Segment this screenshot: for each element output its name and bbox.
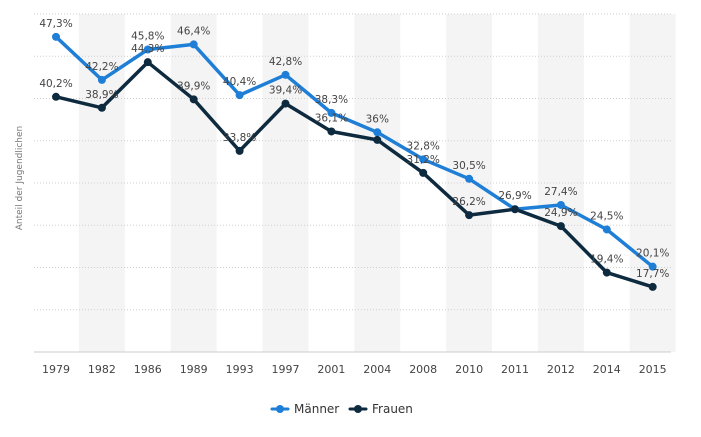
- legend-item-frauen[interactable]: Frauen: [348, 402, 413, 416]
- legend: Männer Frauen: [270, 402, 413, 416]
- x-tick-label: 1982: [88, 363, 116, 376]
- data-label-maenner: 20,1%: [636, 248, 669, 260]
- data-label-frauen: 44,3%: [131, 43, 164, 55]
- data-point-frauen: [97, 103, 106, 112]
- data-label-maenner: 40,4%: [223, 76, 256, 88]
- series-line-frauen: [54, 60, 655, 289]
- data-point-frauen: [281, 99, 290, 108]
- y-axis-label: Anteil der Jugendlichen: [15, 126, 25, 231]
- x-tick-label: 1993: [226, 363, 254, 376]
- grid-lines: [34, 13, 671, 353]
- x-tick-label: 2001: [317, 363, 345, 376]
- data-label-maenner: 47,3%: [39, 18, 72, 30]
- data-label-maenner: 32,8%: [407, 140, 440, 152]
- data-label-frauen: 40,2%: [39, 78, 72, 90]
- x-tick-label: 1989: [180, 363, 208, 376]
- data-label-frauen: 39,4%: [269, 85, 302, 97]
- data-label-frauen: 19,4%: [590, 254, 623, 266]
- x-axis-ticks: 1979 1982 1986 1989 1993 1997 2001 2004 2008 2010…: [42, 363, 667, 376]
- data-point-maenner: [465, 174, 474, 183]
- x-tick-label: 2012: [547, 363, 575, 376]
- x-tick-label: 2010: [455, 363, 483, 376]
- legend-item-maenner[interactable]: Männer: [270, 402, 339, 416]
- x-tick-label: 2008: [409, 363, 437, 376]
- background-band: [262, 14, 309, 352]
- series-line-maenner: [54, 35, 655, 269]
- data-point-frauen: [419, 168, 428, 177]
- data-point-frauen: [52, 92, 60, 101]
- x-tick-label: 2015: [639, 363, 667, 376]
- legend-swatch-marker: [354, 405, 362, 413]
- data-label-frauen: 31,2%: [407, 154, 440, 166]
- data-point-maenner: [327, 108, 336, 117]
- data-point-maenner: [52, 32, 60, 41]
- background-band: [537, 14, 584, 352]
- data-point-maenner: [419, 155, 428, 164]
- data-label-frauen: 33,8%: [223, 132, 256, 144]
- x-tick-label: 2014: [593, 363, 621, 376]
- data-point-maenner: [373, 128, 382, 137]
- series-lines: [54, 35, 655, 289]
- data-point-maenner: [189, 40, 198, 49]
- data-label-frauen: 24,9%: [544, 207, 577, 219]
- x-tick-label: 2004: [363, 363, 391, 376]
- data-point-maenner: [97, 75, 106, 84]
- data-label-maenner: 36%: [366, 113, 389, 125]
- x-tick-label: 1997: [272, 363, 300, 376]
- legend-label: Frauen: [372, 402, 413, 416]
- x-tick-label: 1986: [134, 363, 162, 376]
- data-label-maenner: 24,5%: [590, 210, 623, 222]
- data-point-frauen: [143, 58, 152, 67]
- data-label-maenner: 42,8%: [269, 56, 302, 68]
- data-label-frauen: 26,2%: [452, 196, 485, 208]
- data-point-maenner: [602, 225, 611, 234]
- data-point-maenner: [143, 45, 152, 54]
- data-label-maenner: 42,2%: [85, 61, 118, 73]
- legend-swatch-marker: [276, 405, 284, 413]
- data-label-maenner: 26,9%: [498, 190, 531, 202]
- data-point-maenner: [281, 70, 290, 79]
- data-point-frauen: [511, 205, 519, 214]
- legend-label: Männer: [294, 402, 339, 416]
- x-tick-label: 1979: [42, 363, 70, 376]
- data-point-maenner: [648, 262, 657, 271]
- data-labels: 47,3% 42,2% 45,8% 46,4% 40,4% 42,8% 38,3% 36% 32…: [39, 18, 669, 280]
- data-point-frauen: [373, 135, 382, 144]
- data-point-frauen: [235, 146, 244, 155]
- series-points: [52, 32, 657, 291]
- data-label-maenner: 30,5%: [452, 160, 485, 172]
- data-point-frauen: [327, 127, 336, 136]
- data-label-maenner: 45,8%: [131, 30, 164, 42]
- data-label-frauen: 38,9%: [85, 89, 118, 101]
- data-point-frauen: [648, 282, 657, 291]
- data-label-maenner: 27,4%: [544, 186, 577, 198]
- data-point-maenner: [235, 91, 244, 100]
- data-point-maenner: [556, 200, 565, 209]
- data-label-frauen: 36,1%: [315, 112, 348, 124]
- data-point-frauen: [602, 268, 611, 277]
- data-point-frauen: [556, 222, 565, 231]
- data-label-maenner: 46,4%: [177, 25, 210, 37]
- x-tick-label: 2011: [501, 363, 529, 376]
- data-label-frauen: 17,7%: [636, 268, 669, 280]
- data-label-maenner: 38,3%: [315, 94, 348, 106]
- data-label-frauen: 39,9%: [177, 80, 210, 92]
- data-point-frauen: [189, 95, 198, 104]
- data-point-frauen: [465, 211, 474, 220]
